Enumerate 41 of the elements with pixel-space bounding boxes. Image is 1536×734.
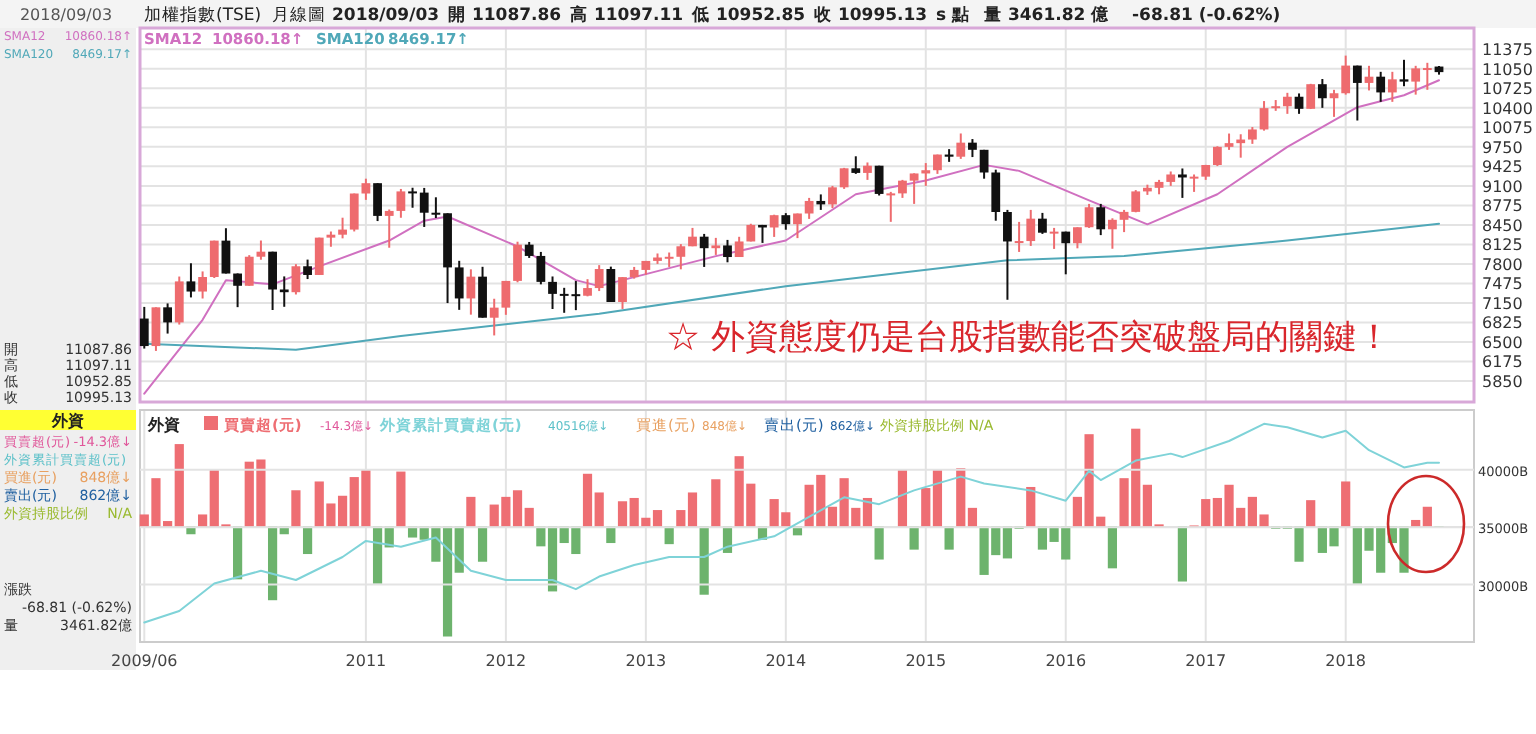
text: 加權指數(TSE) xyxy=(144,4,262,26)
y-tick-label: 7475 xyxy=(1482,275,1523,294)
y-tick-label: 8125 xyxy=(1482,236,1523,255)
x-tick-label: 2014 xyxy=(765,652,807,670)
y-tick-label: 6175 xyxy=(1482,353,1523,372)
text: 外資 xyxy=(50,412,84,430)
y-tick-label: 11375 xyxy=(1482,41,1533,60)
x-tick-label: 2018 xyxy=(1325,652,1367,670)
x-tick-label: 2009/06 xyxy=(111,652,178,670)
text: s 點 xyxy=(936,4,971,26)
y-tick-label: 10400 xyxy=(1482,99,1533,118)
text: 2018/09/03 xyxy=(19,6,113,24)
y-tick-label: 9750 xyxy=(1482,138,1523,157)
text: 收 10995.13 xyxy=(814,4,928,26)
x-tick-label: 2017 xyxy=(1185,652,1227,670)
x-tick-label: 2013 xyxy=(625,652,667,670)
text: 低 10952.85 xyxy=(690,4,806,26)
text: -68.81 (-0.62%) xyxy=(1132,6,1281,26)
x-tick-label: 2011 xyxy=(345,652,387,670)
y-tick-label: 8450 xyxy=(1482,216,1523,235)
y-tick-label: 5850 xyxy=(1482,372,1523,391)
y-tick-label: 6825 xyxy=(1482,314,1523,333)
text: 開 11087.86 xyxy=(448,4,562,26)
x-tick-label: 2012 xyxy=(485,652,527,670)
text: 2018/09/03 xyxy=(332,6,440,26)
text: 量 3461.82 億 xyxy=(982,4,1112,26)
y-tick-label: 9100 xyxy=(1482,177,1523,196)
y-tick-label: 7800 xyxy=(1482,255,1523,274)
y-tick-label: 10725 xyxy=(1482,80,1533,99)
y-tick-label: 11050 xyxy=(1482,60,1533,79)
annotation: ☆ 外資態度仍是台股指數能否突破盤局的關鍵！ xyxy=(666,318,1391,358)
x-tick-label: 2015 xyxy=(905,652,947,670)
y-tick-label: 7150 xyxy=(1482,294,1523,313)
y-tick-label: 10075 xyxy=(1482,119,1533,138)
y-tick-label: 6500 xyxy=(1482,333,1523,352)
text: 月線圖 xyxy=(272,4,326,26)
annotation: 外資 xyxy=(146,416,180,434)
x-tick-label: 2016 xyxy=(1045,652,1087,670)
text: 高 11097.11 xyxy=(570,4,684,26)
y-tick-label: 8775 xyxy=(1482,197,1523,216)
y-tick-label: 9425 xyxy=(1482,158,1523,177)
